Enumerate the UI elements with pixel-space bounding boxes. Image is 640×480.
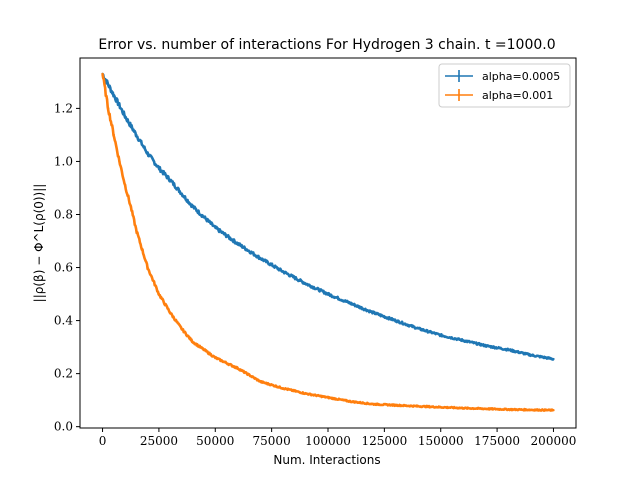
data-point [146, 152, 149, 155]
x-tick-label: 50000 [196, 434, 234, 448]
series-band [101, 74, 555, 412]
series-layer [101, 72, 555, 412]
data-point [112, 93, 116, 97]
data-point [529, 353, 533, 357]
data-point [180, 327, 183, 330]
data-point [304, 392, 307, 395]
data-point [439, 333, 442, 337]
legend-box [438, 63, 571, 108]
data-point [157, 166, 161, 170]
y-tick-label: 0.8 [54, 207, 73, 221]
data-point [281, 387, 285, 390]
legend-entries: alpha=0.0005 alpha=0.001 [445, 70, 560, 102]
legend: alpha=0.0005 alpha=0.001 [438, 63, 571, 108]
data-point [236, 367, 240, 370]
data-point [552, 409, 555, 412]
x-tick-label: 150000 [418, 434, 464, 448]
data-point [507, 408, 510, 411]
data-point [168, 178, 172, 182]
data-point [349, 302, 352, 305]
data-point [214, 226, 217, 229]
data-point [416, 405, 420, 408]
data-point [462, 406, 465, 410]
data-point [106, 107, 110, 110]
x-tick-label: 100000 [305, 434, 351, 448]
x-axis-label: Num. Interactions [273, 453, 380, 467]
data-point [202, 348, 206, 351]
data-point [123, 115, 127, 118]
data-point [371, 402, 375, 406]
x-tick-label: 25000 [140, 434, 178, 448]
data-point [140, 247, 144, 251]
x-tick-label: 0 [99, 434, 107, 448]
y-tick-label: 0.2 [54, 367, 73, 381]
data-point [326, 292, 330, 296]
series-alpha-0-001 [101, 72, 555, 412]
data-point [326, 396, 330, 399]
y-axis-label: ||ρ(β) − Φ^L(ρ(0))|| [32, 184, 46, 303]
data-point [281, 270, 285, 273]
data-point [484, 344, 488, 347]
x-tick-label: 175000 [474, 434, 520, 448]
data-point [191, 340, 194, 343]
data-point [259, 380, 262, 383]
data-point [304, 282, 307, 285]
x-tick-label: 75000 [253, 434, 291, 448]
legend-label: alpha=0.0005 [482, 70, 560, 83]
data-point [168, 311, 172, 314]
data-point [123, 184, 127, 187]
y-tick-label: 1.0 [54, 154, 73, 168]
data-point [118, 160, 121, 163]
x-tick-label: 200000 [531, 434, 577, 448]
data-point [101, 72, 104, 76]
x-axis: 0 25000 50000 75000 100000 125000 150000 175000… [99, 428, 577, 448]
x-tick-label: 125000 [361, 434, 407, 448]
data-point [416, 327, 420, 330]
data-point [349, 400, 352, 403]
data-point [146, 266, 149, 269]
data-point [371, 311, 375, 314]
y-tick-label: 0.6 [54, 261, 73, 275]
legend-label: alpha=0.001 [482, 89, 553, 102]
axes-frame [79, 57, 577, 429]
data-point [129, 205, 132, 208]
y-tick-label: 0.0 [54, 420, 73, 434]
data-point [394, 319, 397, 322]
y-tick-label: 1.2 [54, 101, 73, 115]
series-alpha-0-0005 [101, 72, 555, 361]
series-band [101, 73, 555, 361]
data-point [259, 257, 262, 260]
data-point [462, 339, 465, 342]
y-axis: 0.0 0.2 0.4 0.6 0.8 1.0 1.2 [54, 101, 80, 434]
y-tick-label: 0.4 [54, 314, 73, 328]
data-point [112, 133, 116, 137]
data-point [135, 229, 138, 232]
data-point [214, 356, 217, 359]
chart-title: Error vs. number of interactions For Hyd… [98, 37, 555, 53]
data-point [157, 292, 161, 296]
data-point [191, 205, 194, 208]
data-point [552, 357, 555, 361]
data-point [507, 348, 510, 351]
data-point [236, 242, 240, 245]
data-point [135, 133, 138, 137]
